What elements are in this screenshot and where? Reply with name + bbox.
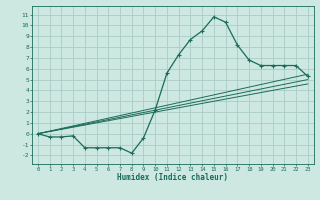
X-axis label: Humidex (Indice chaleur): Humidex (Indice chaleur): [117, 173, 228, 182]
